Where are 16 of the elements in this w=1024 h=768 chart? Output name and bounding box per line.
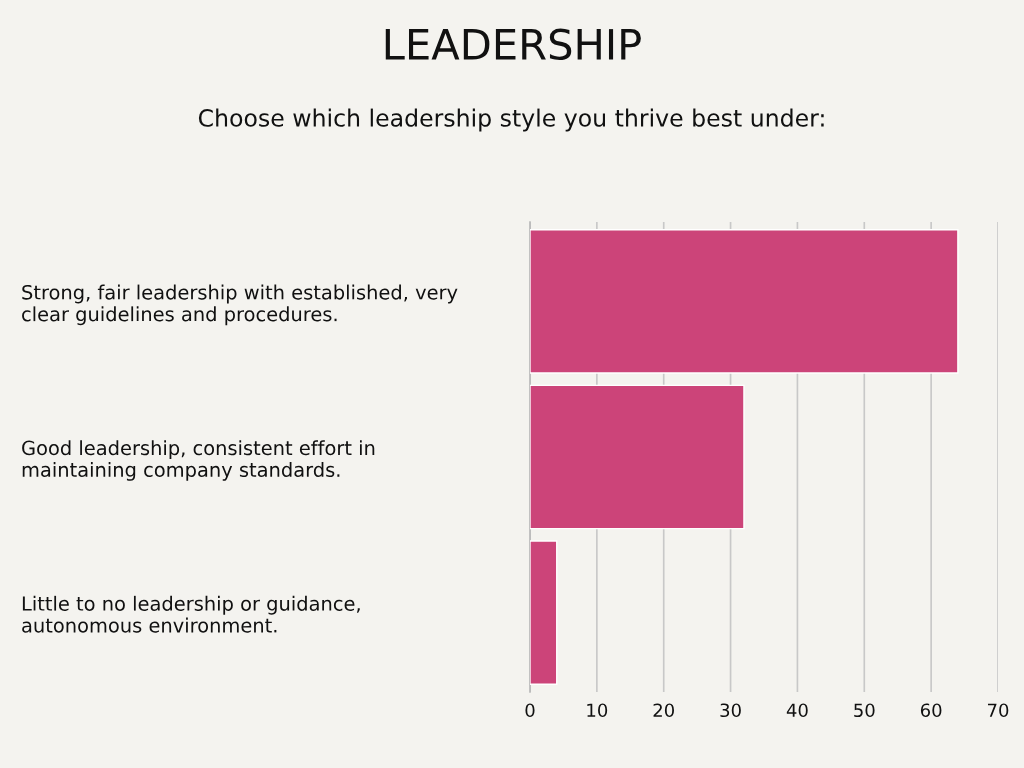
x-tick-label: 40 (786, 703, 808, 718)
y-tick-label: Strong, fair leadership with established, very clear guidelines and procedures. (22, 284, 458, 326)
y-tick-label: Little to no leadership or guidance, autonomous environment. (22, 595, 360, 633)
x-tick-label: 20 (653, 703, 674, 718)
chart-subtitle: Choose which leadership style you thrive best under: (198, 108, 824, 132)
x-tick-label: 0 (525, 703, 535, 718)
bar (530, 384, 745, 530)
x-tick-label: 50 (854, 703, 875, 718)
x-tick-label: 30 (720, 703, 741, 718)
x-tick-label: 10 (587, 703, 608, 718)
y-tick-label: Good leadership, consistent effort in maintaining company standards. (22, 440, 375, 481)
bar (530, 540, 558, 685)
chart-title: LEADERSHIP (385, 28, 641, 61)
x-tick-label: 70 (987, 703, 1009, 718)
x-tick-label: 60 (920, 703, 942, 718)
bar (530, 229, 959, 374)
